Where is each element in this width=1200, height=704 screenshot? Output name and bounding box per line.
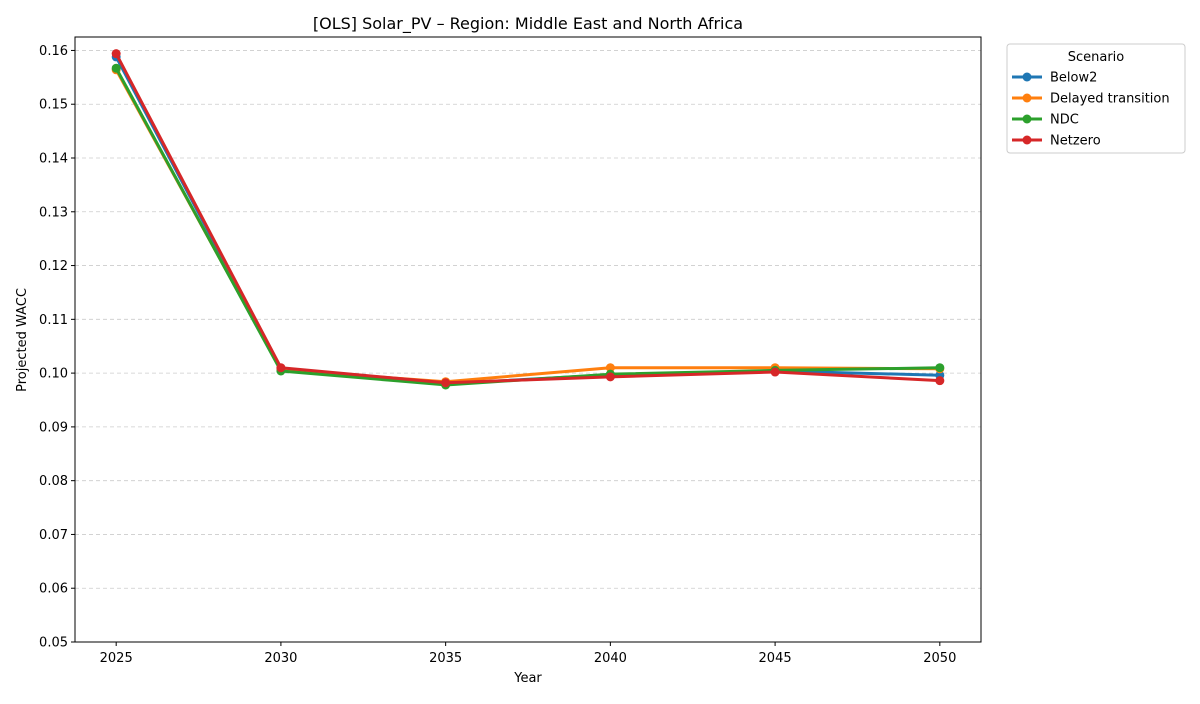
y-tick-label: 0.08 [39,474,68,489]
data-point [770,367,780,377]
legend-entry: Netzero [1012,134,1101,149]
y-tick-label: 0.14 [39,152,68,167]
legend-marker [1022,93,1032,103]
legend-entry: NDC [1012,113,1079,128]
x-tick-label: 2035 [429,651,462,666]
legend-label: Delayed transition [1050,92,1170,107]
y-tick-label: 0.07 [39,528,68,543]
chart-title: [OLS] Solar_PV – Region: Middle East and… [313,14,743,34]
legend-marker [1022,114,1032,124]
legend-marker [1022,72,1032,82]
legend-label: NDC [1050,113,1079,128]
legend-marker [1022,135,1032,145]
data-point [605,363,615,373]
x-tick-label: 2045 [759,651,792,666]
x-tick-label: 2025 [100,651,133,666]
y-tick-label: 0.06 [39,582,68,597]
series-line [114,56,940,386]
y-tick-label: 0.10 [39,367,68,382]
legend-title: Scenario [1068,50,1125,65]
legend-label: Below2 [1050,71,1097,86]
x-tick-label: 2030 [264,651,297,666]
y-tick-label: 0.12 [39,259,68,274]
x-tick-label: 2040 [594,651,627,666]
y-tick-label: 0.11 [39,313,68,328]
plot-frame [74,36,982,643]
legend-box [1006,43,1186,154]
axes: 0.05 0.06 0.07 0.08 0.09 0.10 0.11 0.12 0.13 0.14… [39,36,982,666]
data-point [111,63,121,73]
y-tick-label: 0.09 [39,420,68,435]
legend-label: Netzero [1050,134,1101,149]
y-tick-label: 0.15 [39,98,68,113]
series-ndc [111,63,945,390]
data-point [935,376,945,386]
data-point [441,378,451,388]
legend-entry: Below2 [1012,71,1097,86]
y-tick-label: 0.13 [39,205,68,220]
series-delayed-transition [111,65,945,387]
y-axis-label: Projected WACC [15,288,30,392]
series-line [114,52,940,385]
series-netzero [111,49,945,388]
legend: Scenario Below2 Delayed transition NDC Netze… [1006,43,1186,154]
legend-entry: Delayed transition [1012,92,1170,107]
series-layer [111,49,945,390]
y-tick-label: 0.16 [39,44,68,59]
data-point [111,49,121,59]
y-tick-label: 0.05 [39,636,68,651]
data-point [605,372,615,382]
x-tick-label: 2050 [923,651,956,666]
x-axis-label: Year [513,671,542,686]
grid-lines [75,50,981,643]
series-line [114,69,940,384]
series-below2 [111,52,945,389]
data-point [935,363,945,373]
series-line [114,67,940,387]
data-point [276,363,286,373]
